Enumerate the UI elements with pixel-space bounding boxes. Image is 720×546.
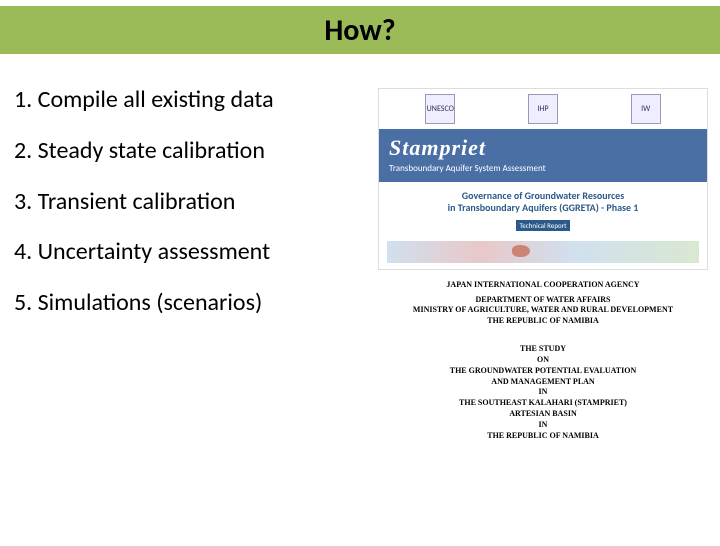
dept-line: THE REPUBLIC OF NAMIBIA xyxy=(384,316,702,326)
ihp-logo: IHP xyxy=(528,94,558,124)
study-line: AND MANAGEMENT PLAN xyxy=(384,377,702,388)
documents-column: UNESCO IHP IW Stampriet Transboundary Aq… xyxy=(378,88,708,447)
dept-line: MINISTRY OF AGRICULTURE, WATER AND RURAL… xyxy=(384,305,702,315)
world-map-graphic xyxy=(387,241,699,263)
study-line: IN xyxy=(384,420,702,431)
iw-logo: IW xyxy=(631,94,661,124)
study-title-block: THE STUDY ON THE GROUNDWATER POTENTIAL E… xyxy=(384,344,702,441)
report-cover-stampriet: UNESCO IHP IW Stampriet Transboundary Aq… xyxy=(378,88,708,270)
study-line: IN xyxy=(384,387,702,398)
list-item: 1. Compile all existing data xyxy=(14,86,364,115)
stampriet-subtitle: Transboundary Aquifer System Assessment xyxy=(389,163,697,174)
study-line: ON xyxy=(384,355,702,366)
dept-line: DEPARTMENT OF WATER AFFAIRS xyxy=(384,295,702,305)
stampriet-banner: Stampriet Transboundary Aquifer System A… xyxy=(379,129,707,182)
department-block: DEPARTMENT OF WATER AFFAIRS MINISTRY OF … xyxy=(384,295,702,326)
list-item: 3. Transient calibration xyxy=(14,188,364,217)
governance-line2: in Transboundary Aquifers (GGRETA) - Pha… xyxy=(389,202,697,214)
list-item: 4. Uncertainty assessment xyxy=(14,238,364,267)
report-logos-row: UNESCO IHP IW xyxy=(379,89,707,129)
technical-report-badge: Technical Report xyxy=(516,220,571,231)
list-item: 2. Steady state calibration xyxy=(14,137,364,166)
study-line: THE SOUTHEAST KALAHARI (STAMPRIET) xyxy=(384,398,702,409)
list-item: 5. Simulations (scenarios) xyxy=(14,289,364,318)
jica-agency: JAPAN INTERNATIONAL COOPERATION AGENCY xyxy=(384,280,702,289)
report-cover-jica: JAPAN INTERNATIONAL COOPERATION AGENCY D… xyxy=(378,270,708,447)
study-line: THE STUDY xyxy=(384,344,702,355)
numbered-list: 1. Compile all existing data 2. Steady s… xyxy=(14,86,364,340)
governance-block: Governance of Groundwater Resources in T… xyxy=(379,182,707,237)
slide-title: How? xyxy=(324,12,395,49)
study-line: THE GROUNDWATER POTENTIAL EVALUATION xyxy=(384,366,702,377)
stampriet-title: Stampriet xyxy=(389,135,697,161)
unesco-logo: UNESCO xyxy=(425,94,455,124)
study-line: ARTESIAN BASIN xyxy=(384,409,702,420)
title-bar: How? xyxy=(0,6,720,54)
study-line: THE REPUBLIC OF NAMIBIA xyxy=(384,431,702,442)
